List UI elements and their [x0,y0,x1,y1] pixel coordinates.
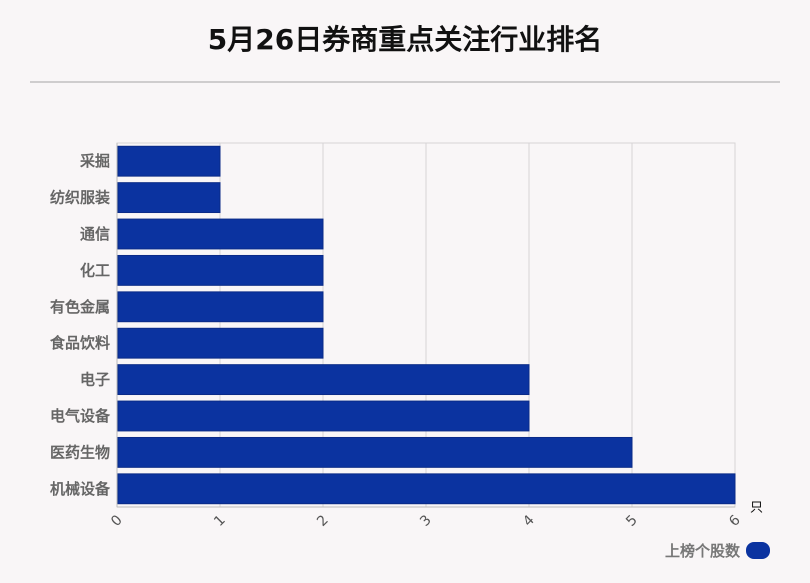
chart-title: 5月26日券商重点关注行业排名 [207,23,603,56]
x-tick-label: 1 [211,512,229,530]
category-label: 有色金属 [50,298,110,316]
bar [117,145,221,177]
x-tick-label: 4 [520,512,538,530]
x-unit-label: 只 [750,501,763,516]
bar [117,254,324,286]
bar [117,218,324,250]
bar [117,291,324,323]
legend-label: 上榜个股数 [664,542,740,560]
bar [117,327,324,359]
legend: 上榜个股数 [665,540,770,561]
category-label: 电气设备 [50,407,111,425]
category-label: 电子 [80,371,110,389]
category-label: 化工 [80,261,110,279]
category-label: 医药生物 [50,443,110,461]
bar [117,473,736,505]
category-label: 纺织服装 [50,189,111,207]
title-divider [30,81,780,83]
category-label: 食品饮料 [50,334,110,352]
category-label: 采掘 [79,152,110,170]
bar [117,364,530,396]
x-tick-label: 5 [623,512,641,530]
legend-swatch [746,542,770,559]
bar [117,182,221,214]
category-label: 机械设备 [50,480,111,498]
category-label: 通信 [80,225,110,243]
bar [117,400,530,432]
x-tick-label: 3 [417,512,435,530]
bar [117,436,633,468]
x-tick-label: 6 [726,512,744,530]
x-tick-label: 0 [108,512,126,530]
x-tick-label: 2 [314,512,332,530]
